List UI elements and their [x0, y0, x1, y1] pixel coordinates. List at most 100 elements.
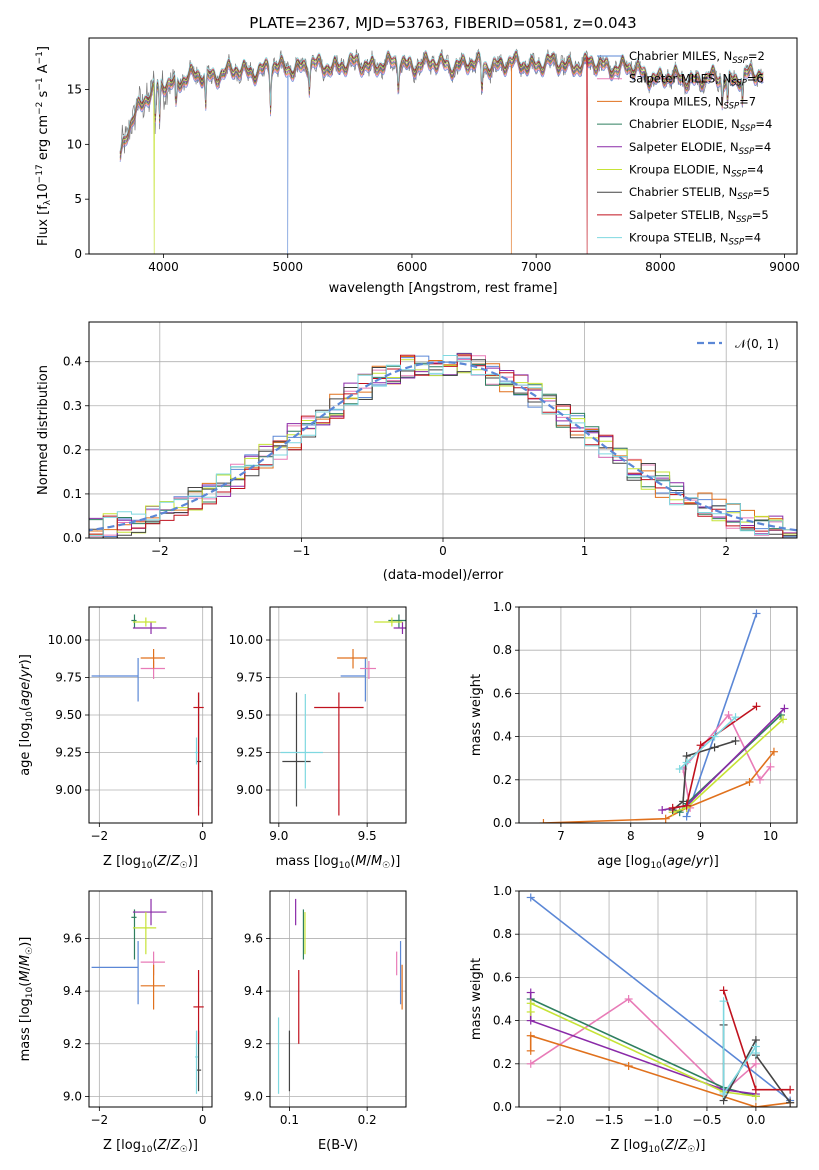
- series-marker: [624, 995, 633, 1003]
- errorbar-point: [193, 970, 204, 1044]
- series-line: [543, 751, 775, 823]
- series-marker: [766, 762, 775, 771]
- tick-label-y: 9.2: [244, 1037, 263, 1051]
- errorbar-point: [194, 1030, 199, 1094]
- frame-residuals: −2 −1 0 1 2 0.0 0.1 0.2 0.3 0.4: [63, 321, 798, 558]
- tick-label-y: 9.75: [236, 671, 263, 685]
- tick-label-x: 8: [627, 829, 635, 843]
- plot-area-age_vs_Z: [91, 614, 204, 816]
- spectrum-model-line: [119, 56, 764, 159]
- series-line: [530, 896, 791, 1102]
- frame-spectrum: 4000 5000 6000 7000 8000 9000 0 5 10 15: [67, 37, 800, 274]
- series-line: [662, 707, 785, 811]
- tick-label-x: 2: [722, 544, 730, 558]
- plot-area-mass_vs_Z: [91, 898, 204, 1094]
- errorbar-point: [337, 649, 368, 669]
- axes-age_vs_Z: [89, 607, 212, 823]
- series-marker: [624, 1061, 633, 1070]
- series-marker: [526, 1046, 535, 1055]
- series-marker: [526, 1059, 535, 1068]
- errorbar-point: [131, 909, 137, 960]
- y-axis-label: mass weight: [469, 674, 484, 756]
- tick-label-x: 0.1: [280, 1113, 299, 1127]
- x-axis-label: Z [log10(Z/Z☉)]: [103, 1138, 198, 1155]
- axes-frame: [269, 890, 407, 1108]
- axes-frame: [88, 37, 798, 255]
- spectrum-model-line: [119, 53, 764, 254]
- tick-label-y: 9.50: [55, 708, 82, 722]
- plot-area-mass_weight_vs_age: [539, 609, 789, 823]
- frame-mass_vs_Z: −2 0 9.0 9.2 9.4 9.6: [63, 890, 213, 1127]
- tick-label-y: 0.8: [493, 927, 512, 941]
- errorbar-point: [374, 617, 403, 627]
- series-marker: [769, 747, 778, 756]
- spectrum-legend: Chabrier MILES, NSSP=2 Salpeter MILES, NS…: [597, 49, 772, 248]
- spectrum-model-line: [119, 60, 764, 254]
- errorbar-point: [132, 898, 167, 926]
- tick-label-y: 15: [67, 83, 82, 97]
- series-marker: [710, 743, 719, 752]
- tick-label-y: 5: [74, 192, 82, 206]
- tick-label-x: 8000: [645, 260, 676, 274]
- axes-mass_vs_Z: [89, 891, 212, 1107]
- series-marker: [526, 893, 535, 902]
- tick-label-x: 6000: [397, 260, 428, 274]
- series-marker: [526, 1031, 535, 1040]
- frame-age_vs_mass: 9.0 9.5 9.00 9.25 9.50 9.75 10.00: [229, 606, 407, 843]
- series-marker: [751, 1085, 760, 1094]
- spectrum-model-line: [119, 49, 764, 152]
- series-marker: [526, 988, 535, 997]
- series-marker: [755, 775, 764, 784]
- errorbar-point: [91, 658, 139, 702]
- tick-label-y: 0.6: [493, 970, 512, 984]
- errorbar-point: [91, 941, 139, 1005]
- series-marker: [526, 999, 535, 1008]
- x-axis-label: mass [log10(M/M☉)]: [276, 854, 401, 871]
- tick-label-y: 0.4: [493, 1014, 512, 1028]
- x-axis-label: Z [log10(Z/Z☉)]: [103, 854, 198, 871]
- frame-mass_vs_ebv: 0.1 0.2 9.0 9.2 9.4 9.6: [244, 890, 407, 1127]
- tick-label-y: 9.4: [63, 984, 82, 998]
- plot-area-mass_weight_vs_Z: [526, 893, 795, 1107]
- series-marker: [731, 713, 740, 722]
- tick-label-x: 4000: [148, 260, 179, 274]
- series-line: [529, 992, 757, 1095]
- tick-label-x: 0: [439, 544, 447, 558]
- tick-label-x: −1.5: [594, 1113, 623, 1127]
- series-marker: [780, 704, 789, 713]
- series-marker: [751, 1059, 760, 1068]
- tick-label-x: 0.0: [746, 1113, 765, 1127]
- tick-label-y: 0.0: [493, 1100, 512, 1114]
- tick-label-y: 9.2: [63, 1037, 82, 1051]
- errorbar-point: [132, 912, 157, 955]
- series-marker: [696, 741, 705, 750]
- frame-age_vs_Z: −2 0 9.00 9.25 9.50 9.75 10.00: [48, 606, 213, 843]
- legend-label: Kroupa ELODIE, NSSP=4: [629, 163, 764, 180]
- normal-curve: [89, 360, 797, 532]
- tick-label-x: 0.2: [358, 1113, 377, 1127]
- y-axis-label: age [log10(age/yr)]: [18, 654, 35, 776]
- tick-label-x: −1.0: [643, 1113, 672, 1127]
- plot-area-mass_vs_ebv: [277, 898, 403, 1094]
- errorbar-point: [340, 658, 366, 702]
- tick-label-y: 9.6: [244, 931, 263, 945]
- tick-label-y: 0.2: [493, 773, 512, 787]
- x-axis-label: age [log10(age/yr)]: [597, 854, 719, 871]
- legend-label: Kroupa STELIB, NSSP=4: [629, 231, 761, 248]
- spectrum-model-line: [119, 58, 764, 161]
- series-marker: [668, 803, 677, 812]
- errorbar-point: [388, 614, 406, 628]
- series-marker: [752, 609, 761, 618]
- tick-label-x: 1: [581, 544, 589, 558]
- series-marker: [682, 801, 691, 810]
- legend-label: Salpeter ELODIE, NSSP=4: [629, 140, 771, 157]
- tick-label-y: 9.50: [236, 708, 263, 722]
- y-axis-label: mass weight: [469, 958, 484, 1040]
- series-marker: [719, 1090, 728, 1099]
- tick-label-y: 0.3: [63, 399, 82, 413]
- axes-age_vs_mass: [270, 607, 406, 823]
- series-marker: [526, 1007, 535, 1016]
- tick-label-x: 10: [763, 829, 778, 843]
- errorbar-point: [280, 694, 323, 789]
